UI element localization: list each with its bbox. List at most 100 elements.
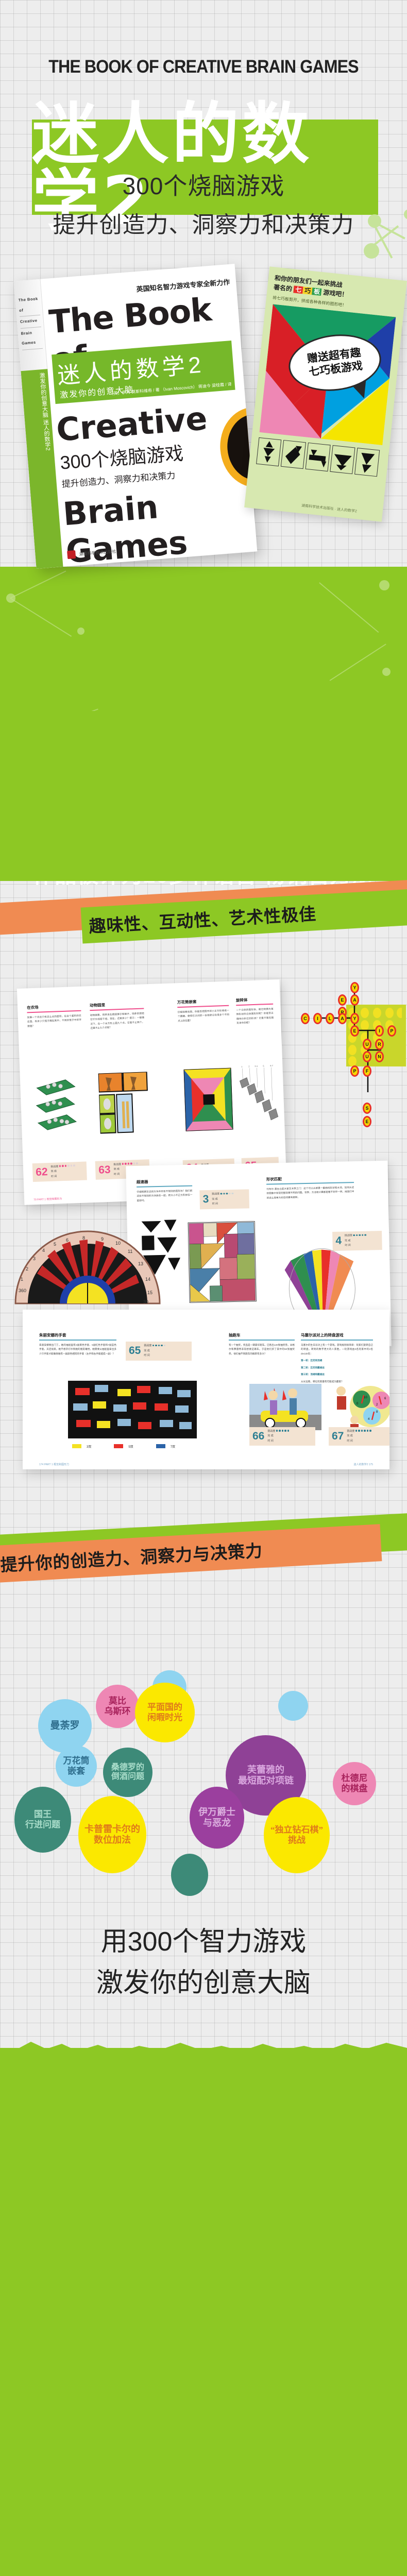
svg-text:10: 10	[364, 1396, 367, 1399]
chain-letter: I	[375, 1025, 384, 1037]
chain-letter: U	[363, 1039, 371, 1050]
publisher-name: 湖南科学技术出版社	[79, 549, 116, 556]
chain-letter: A	[338, 1013, 347, 1024]
puzzle-badge: 66 挑战度 完 成 时 间	[249, 1427, 315, 1446]
puzzle-badge: 65 挑战度 完 成 时 间	[126, 1342, 192, 1361]
print-quality-section	[0, 2042, 407, 2576]
spread-column-title: 动物园里	[89, 1003, 106, 1008]
cta-line-2: 激发你的创意大脑	[96, 1968, 311, 1998]
spread-column-title: 朱丽安娜的手套	[39, 1333, 66, 1337]
farm-cages-illustration	[36, 1079, 77, 1130]
concept-bubble-kaleidoscope: 万花筒 嵌套	[56, 1745, 97, 1787]
chain-letter: P	[387, 1025, 396, 1037]
round-2: 第二轮：迈克和戴维丝	[301, 1366, 325, 1369]
svg-text:2: 2	[26, 1266, 28, 1272]
svg-text:360: 360	[19, 1288, 26, 1293]
svg-text:1: 1	[241, 1065, 243, 1068]
spread-column-body: 朱丽安娜要出门了。她的抽屉里有3副黄色手套、5副红色手套和7副蓝色手套。天还很黑…	[39, 1344, 116, 1355]
hero-book-photo: The Book of Creative Brain Games 激发你的创意大…	[0, 258, 407, 577]
puzzle-number: 62	[35, 1165, 48, 1178]
cover-feature-block: 300个烧脑游戏 提升创造力、洞察力和决策力	[59, 438, 185, 490]
chain-letter: I	[313, 1013, 322, 1024]
protractor-wheel-illustration: 360 1 2 3 4 5 6 8 9 10 11 13 14 15 30	[0, 1200, 407, 1314]
round-3: 第三轮：汤姆和戴维丝	[301, 1373, 325, 1376]
svg-text:4: 4	[42, 1248, 45, 1253]
spread-column-body: 如果一个农庄只有这么点的面积，在这个面积的农庄里，有多少只笼子围在其中，不同的笼…	[27, 1014, 82, 1028]
gloves-illustration	[68, 1381, 197, 1438]
svg-text:2: 2	[248, 1065, 250, 1067]
chain-letter: E	[350, 1025, 359, 1037]
round-tail: 从长远看，哪位玩家最有可能成为赢家？	[301, 1380, 344, 1383]
kaleidoscope-illustration	[183, 1067, 233, 1131]
puzzle-number: 63	[98, 1163, 111, 1176]
svg-text:3: 3	[33, 1256, 36, 1261]
chain-letter: E	[363, 1116, 371, 1127]
svg-text:1: 1	[21, 1277, 23, 1282]
svg-text:3 4: 3 4	[255, 1065, 258, 1067]
chain-letter: C	[301, 1013, 310, 1024]
svg-text:8: 8	[376, 1411, 378, 1414]
svg-text:5: 5	[54, 1242, 56, 1247]
puzzle-number: 65	[129, 1345, 141, 1357]
zoo-panels-illustration	[98, 1072, 148, 1134]
concept-bubble-kaprekar: 卡普雷卡尔的 数位加法	[78, 1796, 146, 1873]
glove-legend: 3双 5双 7双	[72, 1443, 175, 1450]
chain-letter: E	[338, 994, 347, 1006]
svg-text:9: 9	[101, 1236, 104, 1242]
hero-title-chinese: 迷人的数学2	[32, 94, 313, 240]
spread-column-body: 动物园里，饲养员在照顾狮子和猴子，饲养员想把它们分成若干组，现在，还剩多少？提示…	[90, 1012, 145, 1030]
concept-bubble-cloud: 曼荼罗 莫比 乌斯环 平面国的 闲暇时光 万花筒 嵌套 桑德罗的 倒酒问题 芙蕾…	[0, 1607, 407, 1937]
round-1: 第一轮：迈克和汤姆	[301, 1359, 323, 1362]
hero-subtitle-1: 300个烧脑游戏	[122, 173, 285, 199]
spread-column-body: 有一个抽奖，奖品是一辆豪华跑车。已售出120张抽奖券。米格尔和弗雷特非常想要这辆…	[229, 1344, 295, 1355]
banner-1-text: 趣味性、互动性、艺术性极佳	[88, 904, 317, 936]
svg-text:15: 15	[147, 1290, 152, 1295]
car-cartoon-illustration	[249, 1384, 321, 1430]
banner-section-1: 趣味性、互动性、艺术性极佳	[0, 871, 407, 948]
puzzle-number: 67	[332, 1430, 344, 1442]
page-number-left: 174 PART 1 概览和图形力	[39, 1463, 70, 1466]
page-number-right: 迷人的数学2 175	[353, 1463, 373, 1466]
tangram-figure-runner-icon	[354, 447, 380, 477]
book-spread-bottom: 朱丽安娜的手套 朱丽安娜要出门了。她的抽屉里有3副黄色手套、5副红色手套和7副蓝…	[23, 1310, 389, 1469]
spread-column-body: 一个立体的图形体，被它转换为某种形状的立体图形时呢？你能否正确地分析它的形状？它…	[236, 1007, 274, 1025]
mosaic-illustration	[188, 1221, 257, 1303]
svg-text:13: 13	[138, 1261, 143, 1266]
svg-text:2: 2	[376, 1403, 378, 1406]
tangram-figure-bird-icon	[280, 439, 307, 469]
svg-text:11: 11	[128, 1249, 132, 1254]
puzzle-badge: 67 挑战度 完 成 时 间	[329, 1427, 389, 1446]
spread-column-title: 马塞尔派对上的转盘游戏	[301, 1333, 344, 1337]
chain-letter: L	[326, 1013, 334, 1024]
chain-letter: N	[375, 1051, 384, 1062]
svg-text:8: 8	[82, 1235, 85, 1241]
svg-text:6 7: 6 7	[270, 1064, 274, 1067]
svg-text:4: 4	[368, 1418, 370, 1421]
rotation-bodies-illustration: 1 2 3 4 5 6 7	[239, 1064, 279, 1121]
tangram-card-footer: 湖南科学技术出版社 · 迷人的数学2	[301, 504, 357, 514]
chain-letter: A	[350, 994, 359, 1006]
concept-bubble	[171, 1854, 208, 1896]
concept-bubble-king: 国王 行进问题	[14, 1787, 71, 1853]
spread-column-title: 万花筒嵌套	[177, 999, 197, 1005]
tangram-figure-dog-icon	[305, 442, 331, 472]
svg-text:14: 14	[145, 1277, 150, 1282]
puzzle-number: 66	[252, 1430, 265, 1442]
chain-letter: F	[363, 1065, 371, 1077]
publisher-logo-icon	[67, 550, 76, 560]
spread-column-title: 超速器	[136, 1179, 148, 1184]
concept-bubble-solitaire: “独立钻石棋” 挑战	[264, 1797, 330, 1873]
spread-column-title: 旋转体	[235, 997, 248, 1003]
tangram-figure-row	[256, 437, 380, 477]
concept-bubble-mandala: 曼荼罗	[38, 1699, 92, 1753]
concept-bubble-mobius: 莫比 乌斯环	[96, 1685, 139, 1728]
spinner-game-illustration: 0 10 2 6 4 8	[336, 1386, 389, 1431]
banner-2-text: 提升你的创造力、洞察力与决策力	[0, 1541, 263, 1575]
hero-subtitle-2: 提升创造力、洞察力和决策力	[53, 212, 354, 238]
concept-bubble-ivan-dragon: 伊万爵士 与恶龙	[190, 1787, 244, 1849]
chain-letter: Y	[350, 982, 359, 993]
tangram-figure-arrow-icon	[330, 445, 355, 474]
svg-text:30: 30	[143, 1299, 148, 1304]
hero-title-chinese-band: 迷人的数学2	[32, 100, 378, 234]
